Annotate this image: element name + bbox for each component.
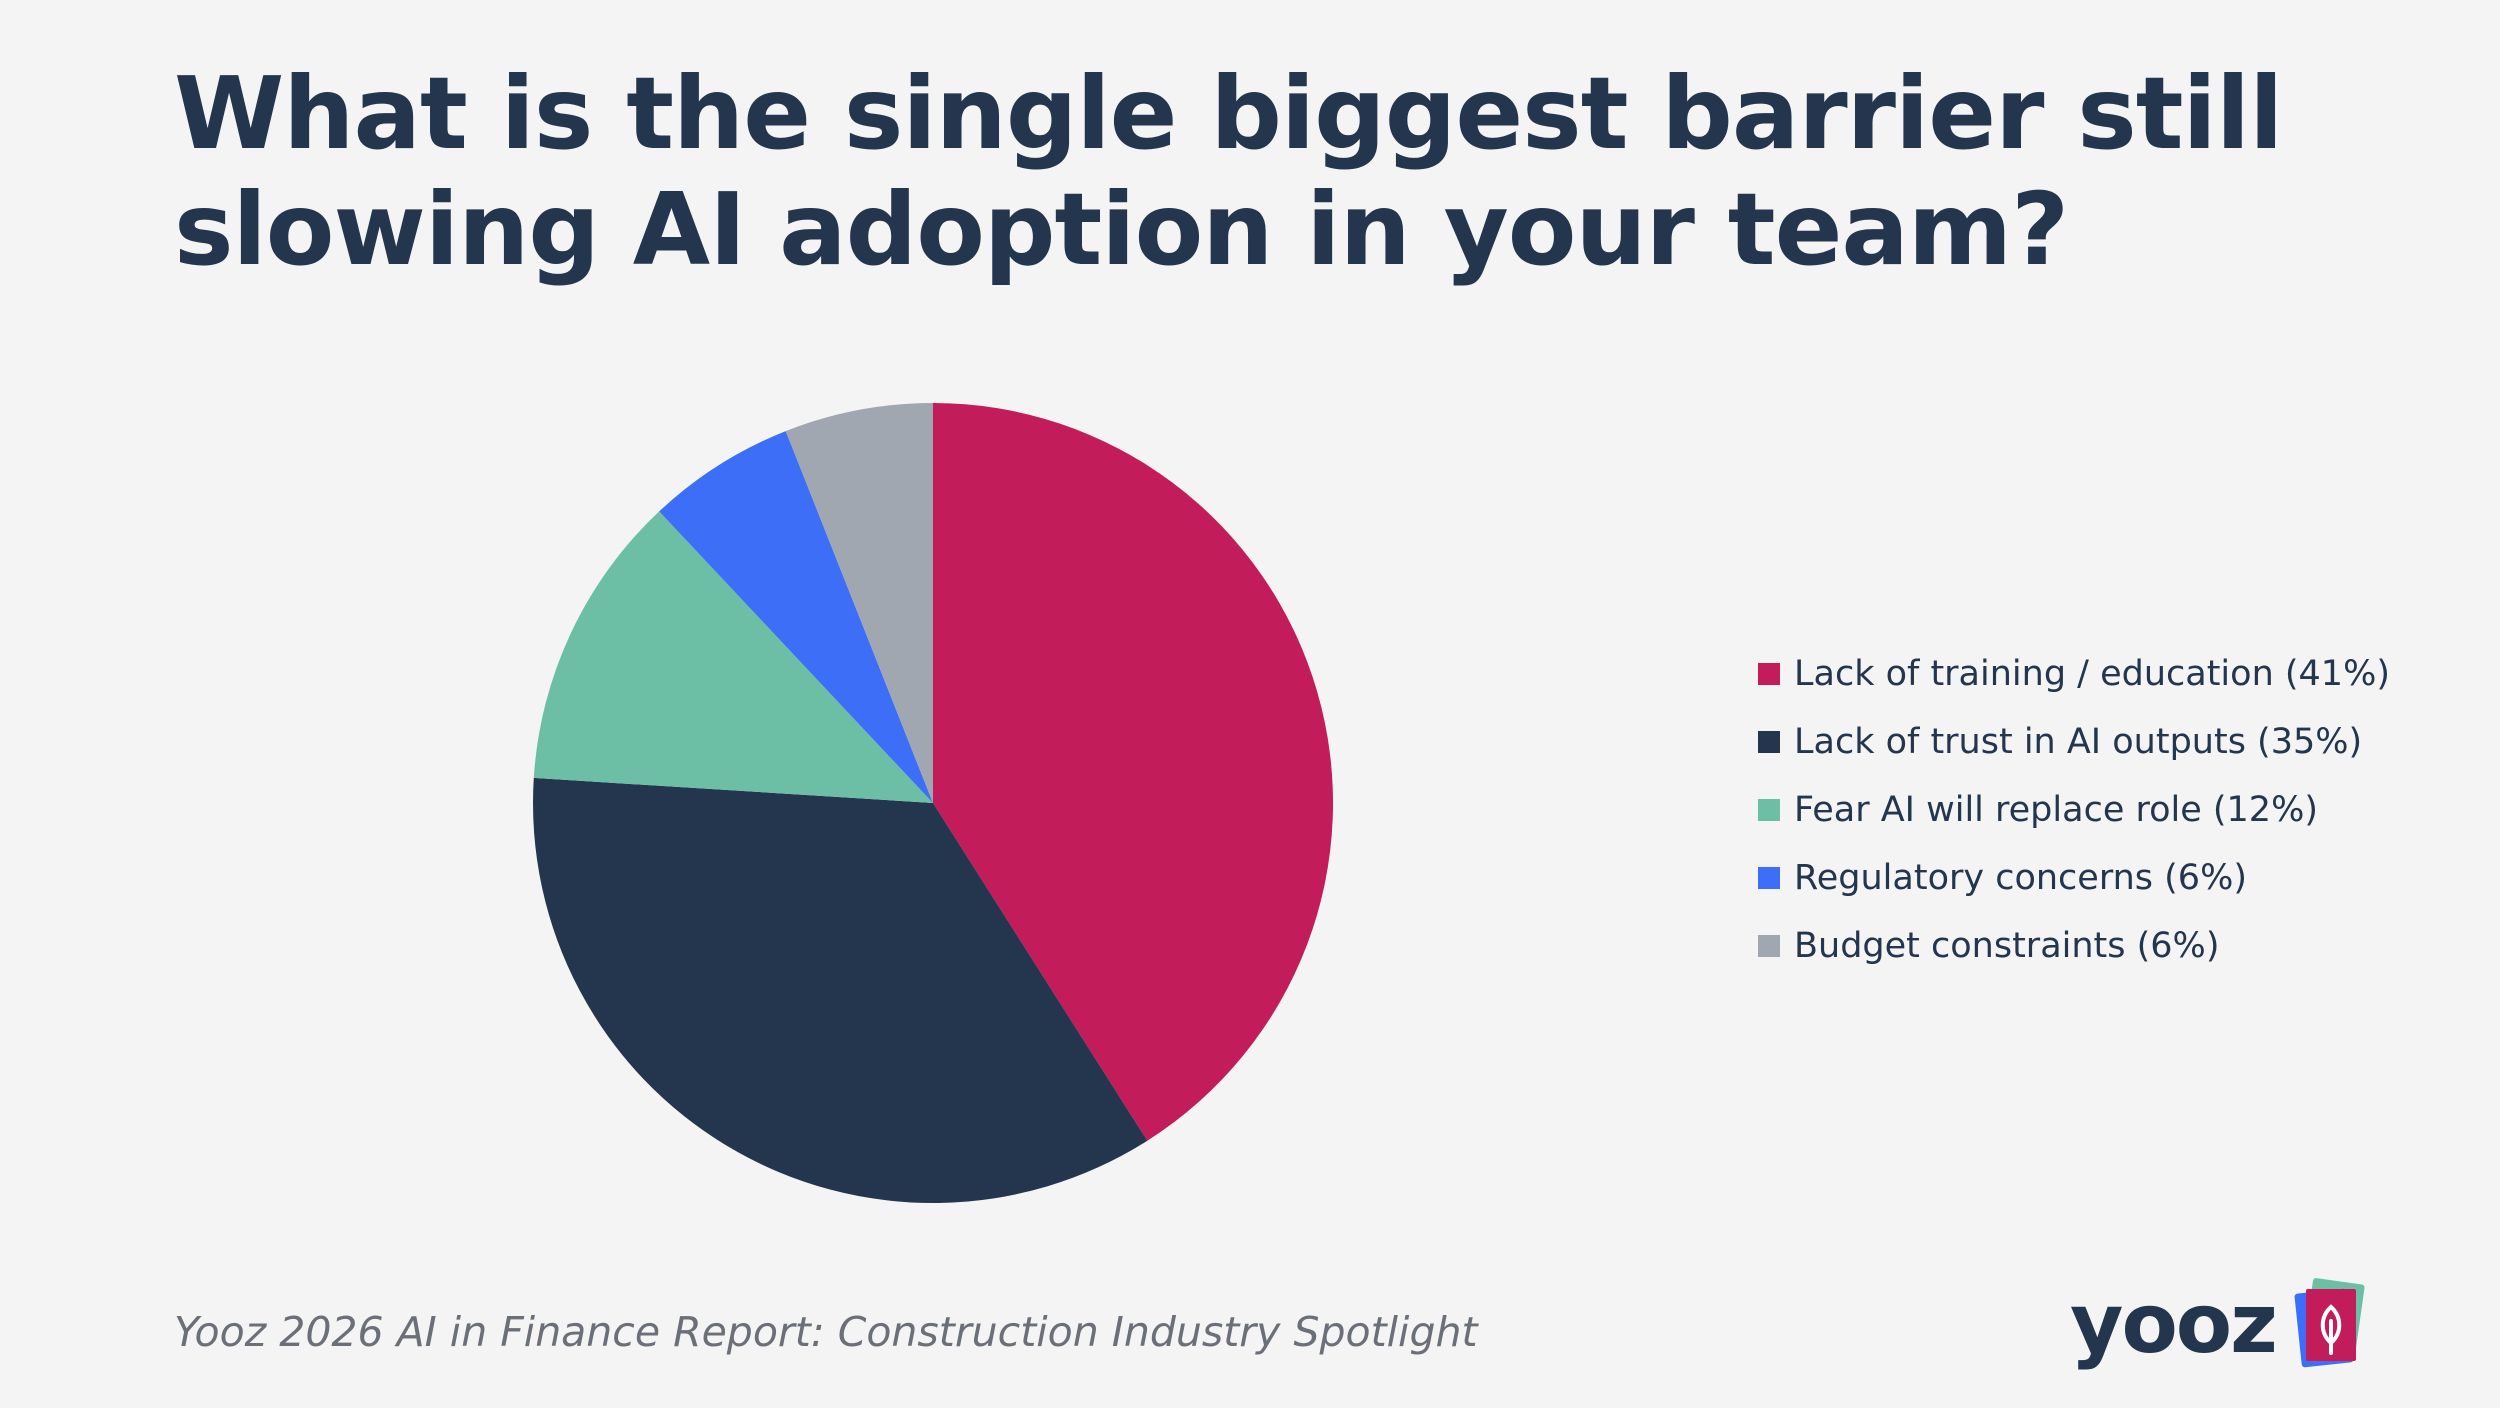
pie-slice-training [933, 403, 1333, 1141]
legend-swatch-regulatory [1758, 867, 1780, 889]
legend-label-budget: Budget constraints (6%) [1794, 926, 2220, 966]
legend-swatch-trust [1758, 731, 1780, 753]
pie-slice-trust [533, 777, 1148, 1203]
chart-legend: Lack of training / education (41%) Lack … [1758, 640, 2390, 980]
source-caption: Yooz 2026 AI in Finance Report: Construc… [174, 1308, 1478, 1356]
legend-label-training: Lack of training / education (41%) [1794, 654, 2390, 694]
legend-swatch-fear [1758, 799, 1780, 821]
pie-slice-fear [533, 511, 933, 803]
pie-slice-regulatory [659, 431, 933, 803]
legend-label-fear: Fear AI will replace role (12%) [1794, 790, 2318, 830]
legend-swatch-training [1758, 663, 1780, 685]
pie-slice-budget [785, 403, 933, 803]
legend-label-regulatory: Regulatory concerns (6%) [1794, 858, 2247, 898]
chart-title: What is the single biggest barrier still… [174, 56, 2324, 288]
legend-item-budget: Budget constraints (6%) [1758, 912, 2390, 980]
logo-wordmark: yooz [2070, 1277, 2278, 1372]
legend-label-trust: Lack of trust in AI outputs (35%) [1794, 722, 2363, 762]
legend-swatch-budget [1758, 935, 1780, 957]
logo-leaf [2320, 1304, 2342, 1355]
legend-item-fear: Fear AI will replace role (12%) [1758, 776, 2390, 844]
legend-item-training: Lack of training / education (41%) [1758, 640, 2390, 708]
chart-title-line-2: slowing AI adoption in your team? [174, 171, 2069, 288]
yooz-leaf-cards-icon [2294, 1278, 2365, 1368]
legend-item-regulatory: Regulatory concerns (6%) [1758, 844, 2390, 912]
pie-chart [533, 403, 1333, 1203]
yooz-logo: yooz [2070, 1270, 2368, 1380]
chart-title-line-1: What is the single biggest barrier still [174, 55, 2283, 172]
legend-item-trust: Lack of trust in AI outputs (35%) [1758, 708, 2390, 776]
